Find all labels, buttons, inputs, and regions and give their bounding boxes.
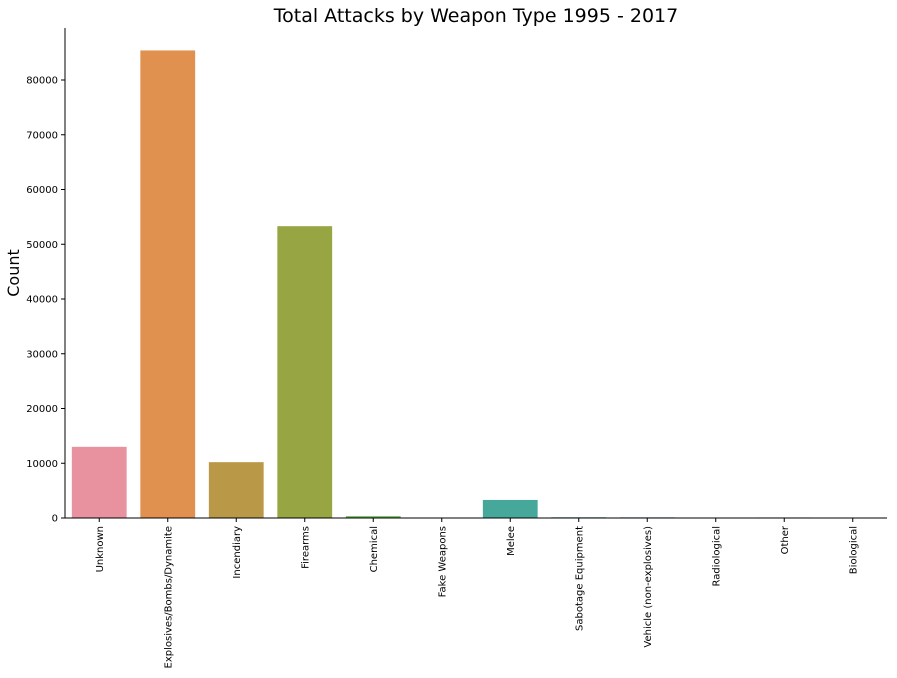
x-tick-label: Radiological: [711, 526, 722, 587]
x-tick-label: Fake Weapons: [437, 526, 448, 597]
x-tick-label: Melee: [506, 526, 517, 556]
x-axis-ticks: Unknown Explosives/Bombs/Dynamite Incendia…: [95, 518, 860, 668]
chart-title: Total Attacks by Weapon Type 1995 - 2017: [273, 5, 678, 27]
bar-unknown: [72, 447, 127, 518]
y-tick-label: 10000: [26, 459, 58, 470]
x-tick-label: Explosives/Bombs/Dynamite: [163, 526, 174, 668]
y-axis-label: Count: [4, 249, 23, 297]
y-tick-label: 70000: [26, 130, 58, 141]
x-tick-label: Unknown: [95, 526, 106, 572]
bar-explosives-bombs-dynamite: [140, 50, 195, 518]
y-tick-label: 80000: [26, 76, 58, 87]
x-tick-label: Firearms: [300, 526, 311, 569]
x-tick-label: Vehicle (non-explosives): [643, 526, 654, 648]
bar-firearms: [277, 226, 332, 518]
bars-group: [72, 50, 880, 518]
x-tick-label: Chemical: [369, 526, 380, 572]
y-tick-label: 60000: [26, 185, 58, 196]
bar-incendiary: [209, 462, 264, 518]
y-tick-label: 50000: [26, 240, 58, 251]
y-tick-label: 30000: [26, 349, 58, 360]
y-tick-label: 40000: [26, 295, 58, 306]
y-tick-label: 20000: [26, 404, 58, 415]
x-tick-label: Incendiary: [232, 526, 243, 579]
x-tick-label: Biological: [848, 526, 859, 574]
x-tick-label: Sabotage Equipment: [574, 526, 585, 631]
bar-melee: [483, 500, 538, 518]
y-tick-label: 0: [52, 514, 58, 525]
y-axis-ticks: 0 10000 20000 30000 40000 50000 60000 70000 8000…: [26, 76, 65, 525]
x-tick-label: Other: [780, 525, 791, 554]
